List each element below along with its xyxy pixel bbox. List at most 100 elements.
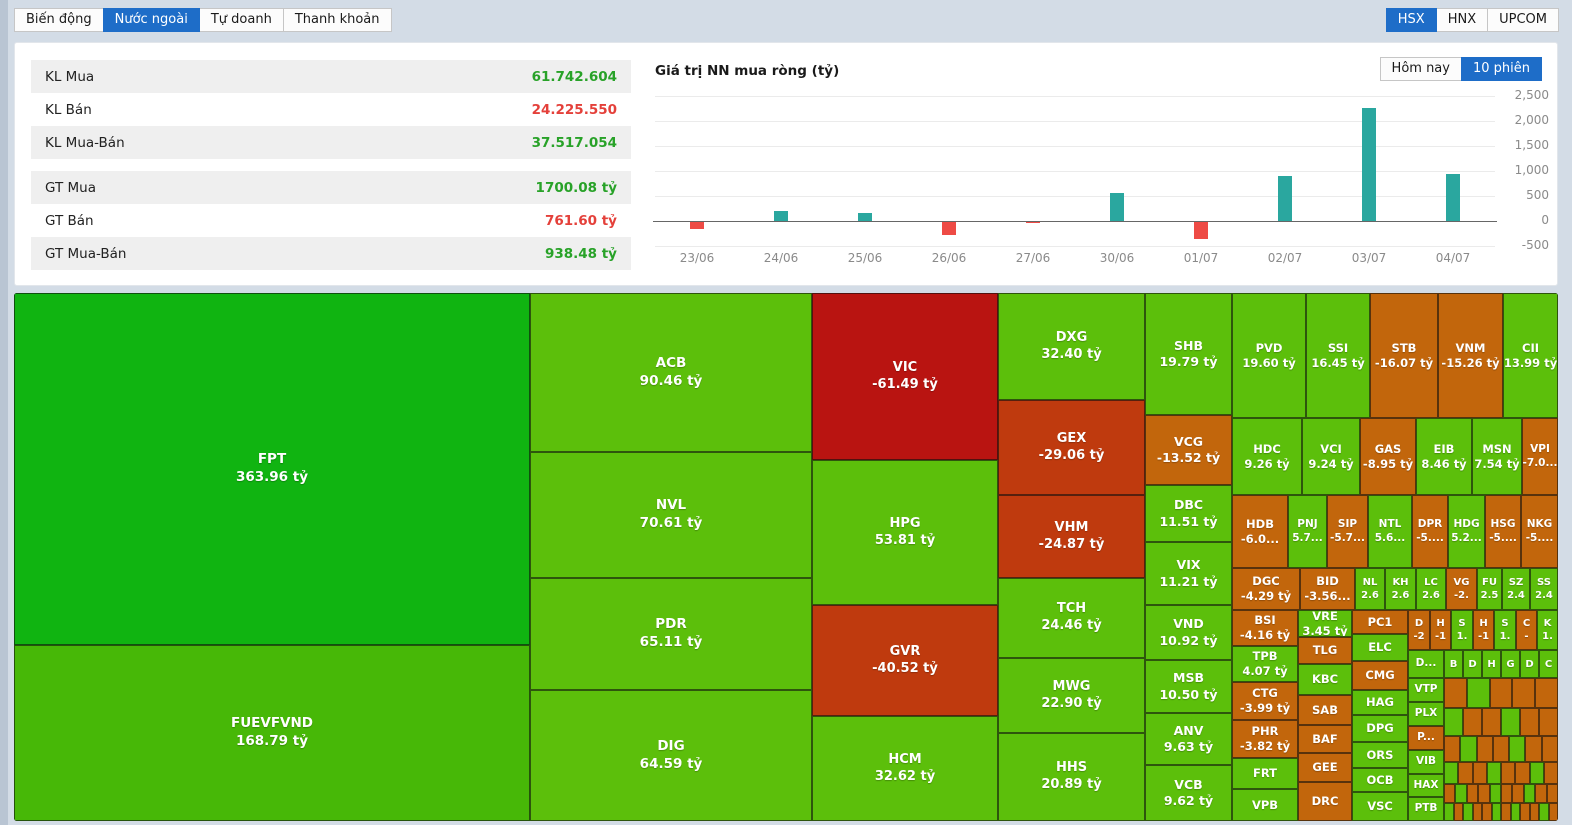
treemap-micro-cell[interactable] [1529, 803, 1539, 821]
treemap-cell-s[interactable]: S 1. [1451, 610, 1473, 650]
treemap-cell-d[interactable]: D... [1408, 650, 1444, 678]
treemap-cell-fu[interactable]: FU 2.5 [1477, 568, 1502, 610]
treemap-cell-vre[interactable]: VRE 3.45 tỷ [1298, 610, 1352, 637]
treemap-cell-pc1[interactable]: PC1 [1352, 610, 1408, 634]
treemap-cell-vci[interactable]: VCI 9.24 tỷ [1302, 418, 1360, 495]
treemap-cell-hdg[interactable]: HDG 5.2... [1448, 495, 1485, 568]
treemap-cell-bid[interactable]: BID -3.56... [1300, 568, 1355, 610]
treemap-cell-mwg[interactable]: MWG 22.90 tỷ [998, 658, 1145, 733]
treemap-micro-cell[interactable] [1466, 678, 1490, 708]
treemap-micro-cell[interactable] [1455, 784, 1467, 803]
chart-bar-25-06[interactable] [858, 213, 872, 221]
treemap-micro-cell[interactable] [1476, 736, 1493, 762]
treemap-cell-pnj[interactable]: PNJ 5.7... [1288, 495, 1327, 568]
treemap-micro-cell[interactable] [1548, 803, 1558, 821]
treemap-micro-cell[interactable] [1444, 678, 1467, 708]
chart-bar-03-07[interactable] [1362, 108, 1376, 221]
treemap-cell-vhm[interactable]: VHM -24.87 tỷ [998, 495, 1145, 578]
chart-bar-04-07[interactable] [1446, 174, 1460, 221]
treemap-micro-cell[interactable] [1444, 736, 1461, 762]
treemap-cell-sz[interactable]: SZ 2.4 [1502, 568, 1530, 610]
treemap-micro-cell[interactable] [1501, 784, 1513, 803]
treemap-cell-hcm[interactable]: HCM 32.62 tỷ [812, 716, 998, 821]
treemap-cell-k[interactable]: K 1. [1537, 610, 1558, 650]
treemap-micro-cell[interactable] [1512, 678, 1536, 708]
treemap-micro-cell[interactable] [1466, 784, 1479, 803]
treemap-cell-fpt[interactable]: FPT 363.96 tỷ [14, 293, 530, 645]
tab-upcom[interactable]: UPCOM [1487, 8, 1559, 32]
treemap-micro-cell[interactable] [1444, 784, 1456, 803]
treemap-cell-cii[interactable]: CII 13.99 tỷ [1503, 293, 1558, 418]
treemap-micro-cell[interactable] [1478, 784, 1490, 803]
treemap-micro-cell[interactable] [1525, 736, 1542, 762]
treemap-micro-cell[interactable] [1520, 708, 1539, 736]
treemap-micro-cell[interactable] [1539, 708, 1558, 736]
chart-bar-24-06[interactable] [774, 210, 788, 221]
treemap-cell-elc[interactable]: ELC [1352, 634, 1408, 661]
treemap-cell-stb[interactable]: STB -16.07 tỷ [1370, 293, 1438, 418]
treemap-cell-vsc[interactable]: VSC [1352, 792, 1408, 821]
treemap-micro-cell[interactable] [1509, 736, 1526, 762]
treemap-micro-cell[interactable] [1444, 762, 1459, 784]
chart-bar-27-06[interactable] [1026, 222, 1040, 223]
treemap-micro-cell[interactable] [1535, 784, 1547, 803]
treemap-cell-cmg[interactable]: CMG [1352, 661, 1408, 690]
treemap-cell-s[interactable]: S 1. [1494, 610, 1516, 650]
treemap-cell-ors[interactable]: ORS [1352, 742, 1408, 768]
treemap-cell-hax[interactable]: HAX [1408, 774, 1444, 797]
treemap-micro-cell[interactable] [1501, 708, 1520, 736]
treemap-cell-phr[interactable]: PHR -3.82 tỷ [1232, 720, 1298, 758]
treemap-micro-cell[interactable] [1543, 762, 1558, 784]
treemap-cell-c[interactable]: C [1539, 650, 1558, 678]
treemap-micro-cell[interactable] [1463, 708, 1482, 736]
treemap-cell-vic[interactable]: VIC -61.49 tỷ [812, 293, 998, 460]
treemap-cell-ssi[interactable]: SSI 16.45 tỷ [1306, 293, 1370, 418]
treemap-cell-vpb[interactable]: VPB [1232, 789, 1298, 821]
treemap-cell-d[interactable]: D [1463, 650, 1482, 678]
treemap-cell-hdc[interactable]: HDC 9.26 tỷ [1232, 418, 1302, 495]
treemap-micro-cell[interactable] [1492, 736, 1510, 762]
treemap-cell-tpb[interactable]: TPB 4.07 tỷ [1232, 646, 1298, 682]
treemap-cell-kh[interactable]: KH 2.6 [1385, 568, 1416, 610]
treemap-cell-vg[interactable]: VG -2. [1446, 568, 1477, 610]
treemap-cell-vpi[interactable]: VPI -7.0... [1522, 418, 1558, 495]
treemap-cell-dpr[interactable]: DPR -5.... [1412, 495, 1448, 568]
treemap-cell-dig[interactable]: DIG 64.59 tỷ [530, 690, 812, 821]
treemap-cell-msn[interactable]: MSN 7.54 tỷ [1472, 418, 1522, 495]
treemap-micro-cell[interactable] [1444, 708, 1463, 736]
tab-bien-dong[interactable]: Biến động [14, 8, 104, 32]
treemap-micro-cell[interactable] [1515, 762, 1530, 784]
treemap-cell-nkg[interactable]: NKG -5.... [1521, 495, 1558, 568]
treemap-cell-p[interactable]: P... [1408, 726, 1444, 750]
treemap-cell-ptb[interactable]: PTB [1408, 797, 1444, 821]
treemap-cell-h[interactable]: H [1482, 650, 1501, 678]
treemap-micro-cell[interactable] [1444, 803, 1454, 821]
tab-nuoc-ngoai[interactable]: Nước ngoài [102, 8, 200, 32]
treemap-cell-gas[interactable]: GAS -8.95 tỷ [1360, 418, 1416, 495]
treemap-cell-sip[interactable]: SIP -5.7... [1327, 495, 1368, 568]
treemap-cell-vcb[interactable]: VCB 9.62 tỷ [1145, 765, 1232, 821]
treemap-micro-cell[interactable] [1453, 803, 1463, 821]
treemap-cell-h[interactable]: H -1 [1473, 610, 1494, 650]
treemap-cell-fuevfvnd[interactable]: FUEVFVND 168.79 tỷ [14, 645, 530, 821]
treemap-cell-dbc[interactable]: DBC 11.51 tỷ [1145, 485, 1232, 542]
treemap-micro-cell[interactable] [1539, 803, 1549, 821]
treemap-cell-acb[interactable]: ACB 90.46 tỷ [530, 293, 812, 452]
chart-bar-26-06[interactable] [942, 222, 956, 235]
treemap-cell-pvd[interactable]: PVD 19.60 tỷ [1232, 293, 1306, 418]
treemap-micro-cell[interactable] [1482, 803, 1492, 821]
tab-tu-doanh[interactable]: Tự doanh [198, 8, 284, 32]
treemap-micro-cell[interactable] [1486, 762, 1501, 784]
treemap-micro-cell[interactable] [1460, 736, 1477, 762]
treemap-micro-cell[interactable] [1529, 762, 1544, 784]
treemap-micro-cell[interactable] [1489, 784, 1501, 803]
treemap-micro-cell[interactable] [1523, 784, 1536, 803]
treemap-micro-cell[interactable] [1463, 803, 1473, 821]
treemap-cell-vcg[interactable]: VCG -13.52 tỷ [1145, 415, 1232, 485]
treemap-micro-cell[interactable] [1491, 803, 1501, 821]
treemap-cell-g[interactable]: G [1501, 650, 1520, 678]
treemap-cell-vib[interactable]: VIB [1408, 750, 1444, 774]
treemap-cell-dxg[interactable]: DXG 32.40 tỷ [998, 293, 1145, 400]
treemap-cell-kbc[interactable]: KBC [1298, 664, 1352, 695]
treemap-cell-frt[interactable]: FRT [1232, 758, 1298, 789]
